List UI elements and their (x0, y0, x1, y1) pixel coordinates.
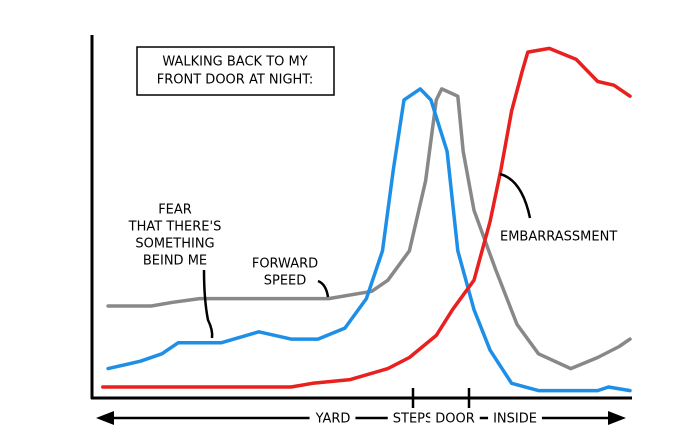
label-backdrop (430, 410, 480, 428)
series-label: SPEED (264, 274, 307, 289)
series-line (106, 87, 632, 371)
title-box (136, 46, 335, 96)
series-label: SOMETHING (135, 237, 214, 252)
arrow-head (608, 411, 626, 425)
series-label: BEIND ME (143, 254, 207, 269)
series-line (101, 46, 632, 389)
chart-title: FRONT DOOR AT NIGHT: (157, 73, 313, 88)
x-label: DOOR (435, 412, 475, 427)
x-label: STEPS (393, 412, 434, 427)
arrow-head (96, 411, 114, 425)
series-label: FORWARD (252, 257, 318, 272)
series-label: FEAR (158, 203, 192, 218)
label-backdrop (387, 410, 439, 428)
label-backdrop (488, 410, 542, 428)
leader-line (499, 172, 532, 219)
series-label: EMBARRASSMENT (500, 230, 617, 245)
chart-title: WALKING BACK TO MY (162, 55, 307, 70)
series-line (106, 87, 632, 393)
leader-line (317, 279, 330, 298)
series-label: THAT THERE'S (128, 220, 222, 235)
x-label: YARD (315, 412, 351, 427)
x-label: INSIDE (493, 412, 537, 427)
leader-line (202, 269, 214, 339)
label-backdrop (309, 410, 356, 428)
